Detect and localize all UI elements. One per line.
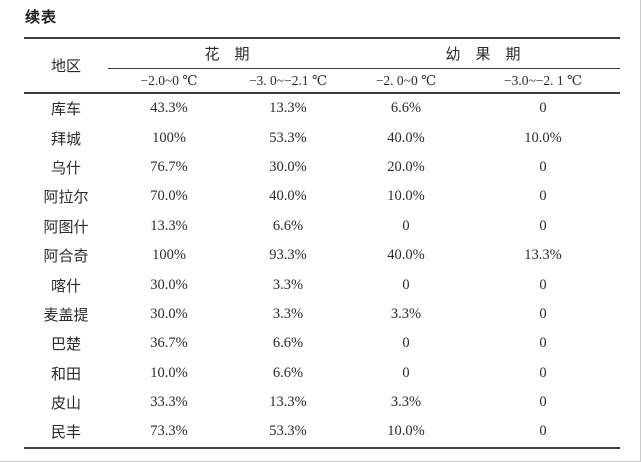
value-cell: 70.0% — [150, 188, 188, 205]
value-cell: 0 — [539, 188, 547, 205]
value-cell: 73.3% — [150, 423, 188, 440]
table-row: 和田 10.0% 6.6% 0 0 — [24, 359, 620, 388]
value-cell: 13.3% — [269, 100, 307, 117]
value-cell: 0 — [402, 276, 410, 293]
value-cell: 13.3% — [524, 247, 562, 264]
region-column-header: 地区 — [24, 38, 108, 94]
table-row: 阿拉尔 70.0% 40.0% 10.0% 0 — [24, 182, 620, 211]
value-cell: 36.7% — [150, 335, 188, 352]
value-cell: 43.3% — [150, 100, 188, 117]
group-header-flowering-period: 花 期 — [108, 38, 347, 69]
value-cell: 40.0% — [387, 129, 425, 146]
value-cell: 3.3% — [390, 394, 422, 411]
value-cell: 0 — [539, 423, 547, 440]
value-cell: 20.0% — [387, 158, 425, 175]
table-row: 拜城 100% 53.3% 40.0% 10.0% — [24, 123, 620, 152]
value-cell: 100% — [152, 129, 186, 146]
value-cell: 33.3% — [150, 394, 188, 411]
region-cell: 和田 — [50, 366, 81, 383]
continued-table-label: 续表 — [25, 10, 58, 26]
subheader-young-fruit-temp-range-1: −2. 0~0 ℃ — [346, 68, 467, 94]
value-cell: 30.0% — [150, 305, 188, 322]
value-cell: 40.0% — [387, 247, 425, 264]
value-cell: 0 — [539, 364, 547, 381]
value-cell: 100% — [152, 247, 186, 264]
frost-damage-table: 地区 花 期 幼 果 期 −2.0~0 ℃ −3. 0~−2.1 ℃ −2. 0… — [24, 37, 621, 449]
subheader-young-fruit-temp-range-2: −3.0~−2. 1 ℃ — [466, 68, 621, 94]
value-cell: 30.0% — [150, 276, 188, 293]
value-cell: 6.6% — [272, 217, 304, 234]
table-row: 库车 43.3% 13.3% 6.6% 0 — [24, 93, 620, 123]
value-cell: 93.3% — [269, 247, 307, 264]
table-row: 民丰 73.3% 53.3% 10.0% 0 — [24, 417, 620, 447]
value-cell: 10.0% — [387, 188, 425, 205]
value-cell: 10.0% — [150, 364, 188, 381]
value-cell: 0 — [539, 217, 547, 234]
region-cell: 库车 — [50, 102, 81, 119]
value-cell: 13.3% — [150, 217, 188, 234]
region-cell: 阿拉尔 — [43, 190, 89, 207]
table-row: 喀什 30.0% 3.3% 0 0 — [24, 270, 620, 299]
value-cell: 0 — [539, 394, 547, 411]
value-cell: 40.0% — [269, 188, 307, 205]
region-cell: 乌什 — [50, 160, 81, 177]
region-cell: 阿合奇 — [43, 249, 89, 266]
value-cell: 6.6% — [390, 100, 422, 117]
subheader-flowering-temp-range-2: −3. 0~−2.1 ℃ — [230, 68, 347, 94]
table-body: 库车 43.3% 13.3% 6.6% 0 拜城 100% 53.3% 40.0% 10.0% 乌什… — [24, 93, 620, 448]
region-cell: 喀什 — [50, 278, 81, 295]
value-cell: 30.0% — [269, 158, 307, 175]
value-cell: 0 — [539, 335, 547, 352]
group-header-young-fruit-period: 幼 果 期 — [346, 38, 621, 69]
table-row: 麦盖提 30.0% 3.3% 3.3% 0 — [24, 300, 620, 329]
region-cell: 麦盖提 — [43, 307, 89, 324]
table-header-temp-row: −2.0~0 ℃ −3. 0~−2.1 ℃ −2. 0~0 ℃ −3.0~−2.… — [24, 68, 621, 94]
value-cell: 3.3% — [390, 305, 422, 322]
value-cell: 3.3% — [272, 305, 304, 322]
value-cell: 6.6% — [272, 364, 304, 381]
value-cell: 0 — [402, 335, 410, 352]
value-cell: 0 — [402, 217, 410, 234]
table-header-group-row: 地区 花 期 幼 果 期 — [24, 38, 621, 94]
region-cell: 阿图什 — [43, 219, 89, 236]
region-cell: 巴楚 — [50, 337, 81, 354]
value-cell: 53.3% — [269, 129, 307, 146]
value-cell: 0 — [539, 158, 547, 175]
value-cell: 53.3% — [269, 423, 307, 440]
value-cell: 10.0% — [387, 423, 425, 440]
value-cell: 0 — [539, 305, 547, 322]
value-cell: 3.3% — [272, 276, 304, 293]
value-cell: 0 — [402, 364, 410, 381]
value-cell: 0 — [539, 276, 547, 293]
region-cell: 皮山 — [50, 396, 81, 413]
table-row: 乌什 76.7% 30.0% 20.0% 0 — [24, 153, 620, 182]
value-cell: 10.0% — [524, 129, 562, 146]
region-cell: 民丰 — [50, 425, 81, 442]
value-cell: 76.7% — [150, 158, 188, 175]
region-cell: 拜城 — [50, 131, 81, 148]
table-row: 巴楚 36.7% 6.6% 0 0 — [24, 329, 620, 358]
subheader-flowering-temp-range-1: −2.0~0 ℃ — [108, 68, 230, 94]
table-row: 阿合奇 100% 93.3% 40.0% 13.3% — [24, 241, 620, 270]
table-row: 阿图什 13.3% 6.6% 0 0 — [24, 212, 620, 241]
value-cell: 13.3% — [269, 394, 307, 411]
value-cell: 6.6% — [272, 335, 304, 352]
value-cell: 0 — [539, 100, 547, 117]
table-row: 皮山 33.3% 13.3% 3.3% 0 — [24, 388, 620, 417]
